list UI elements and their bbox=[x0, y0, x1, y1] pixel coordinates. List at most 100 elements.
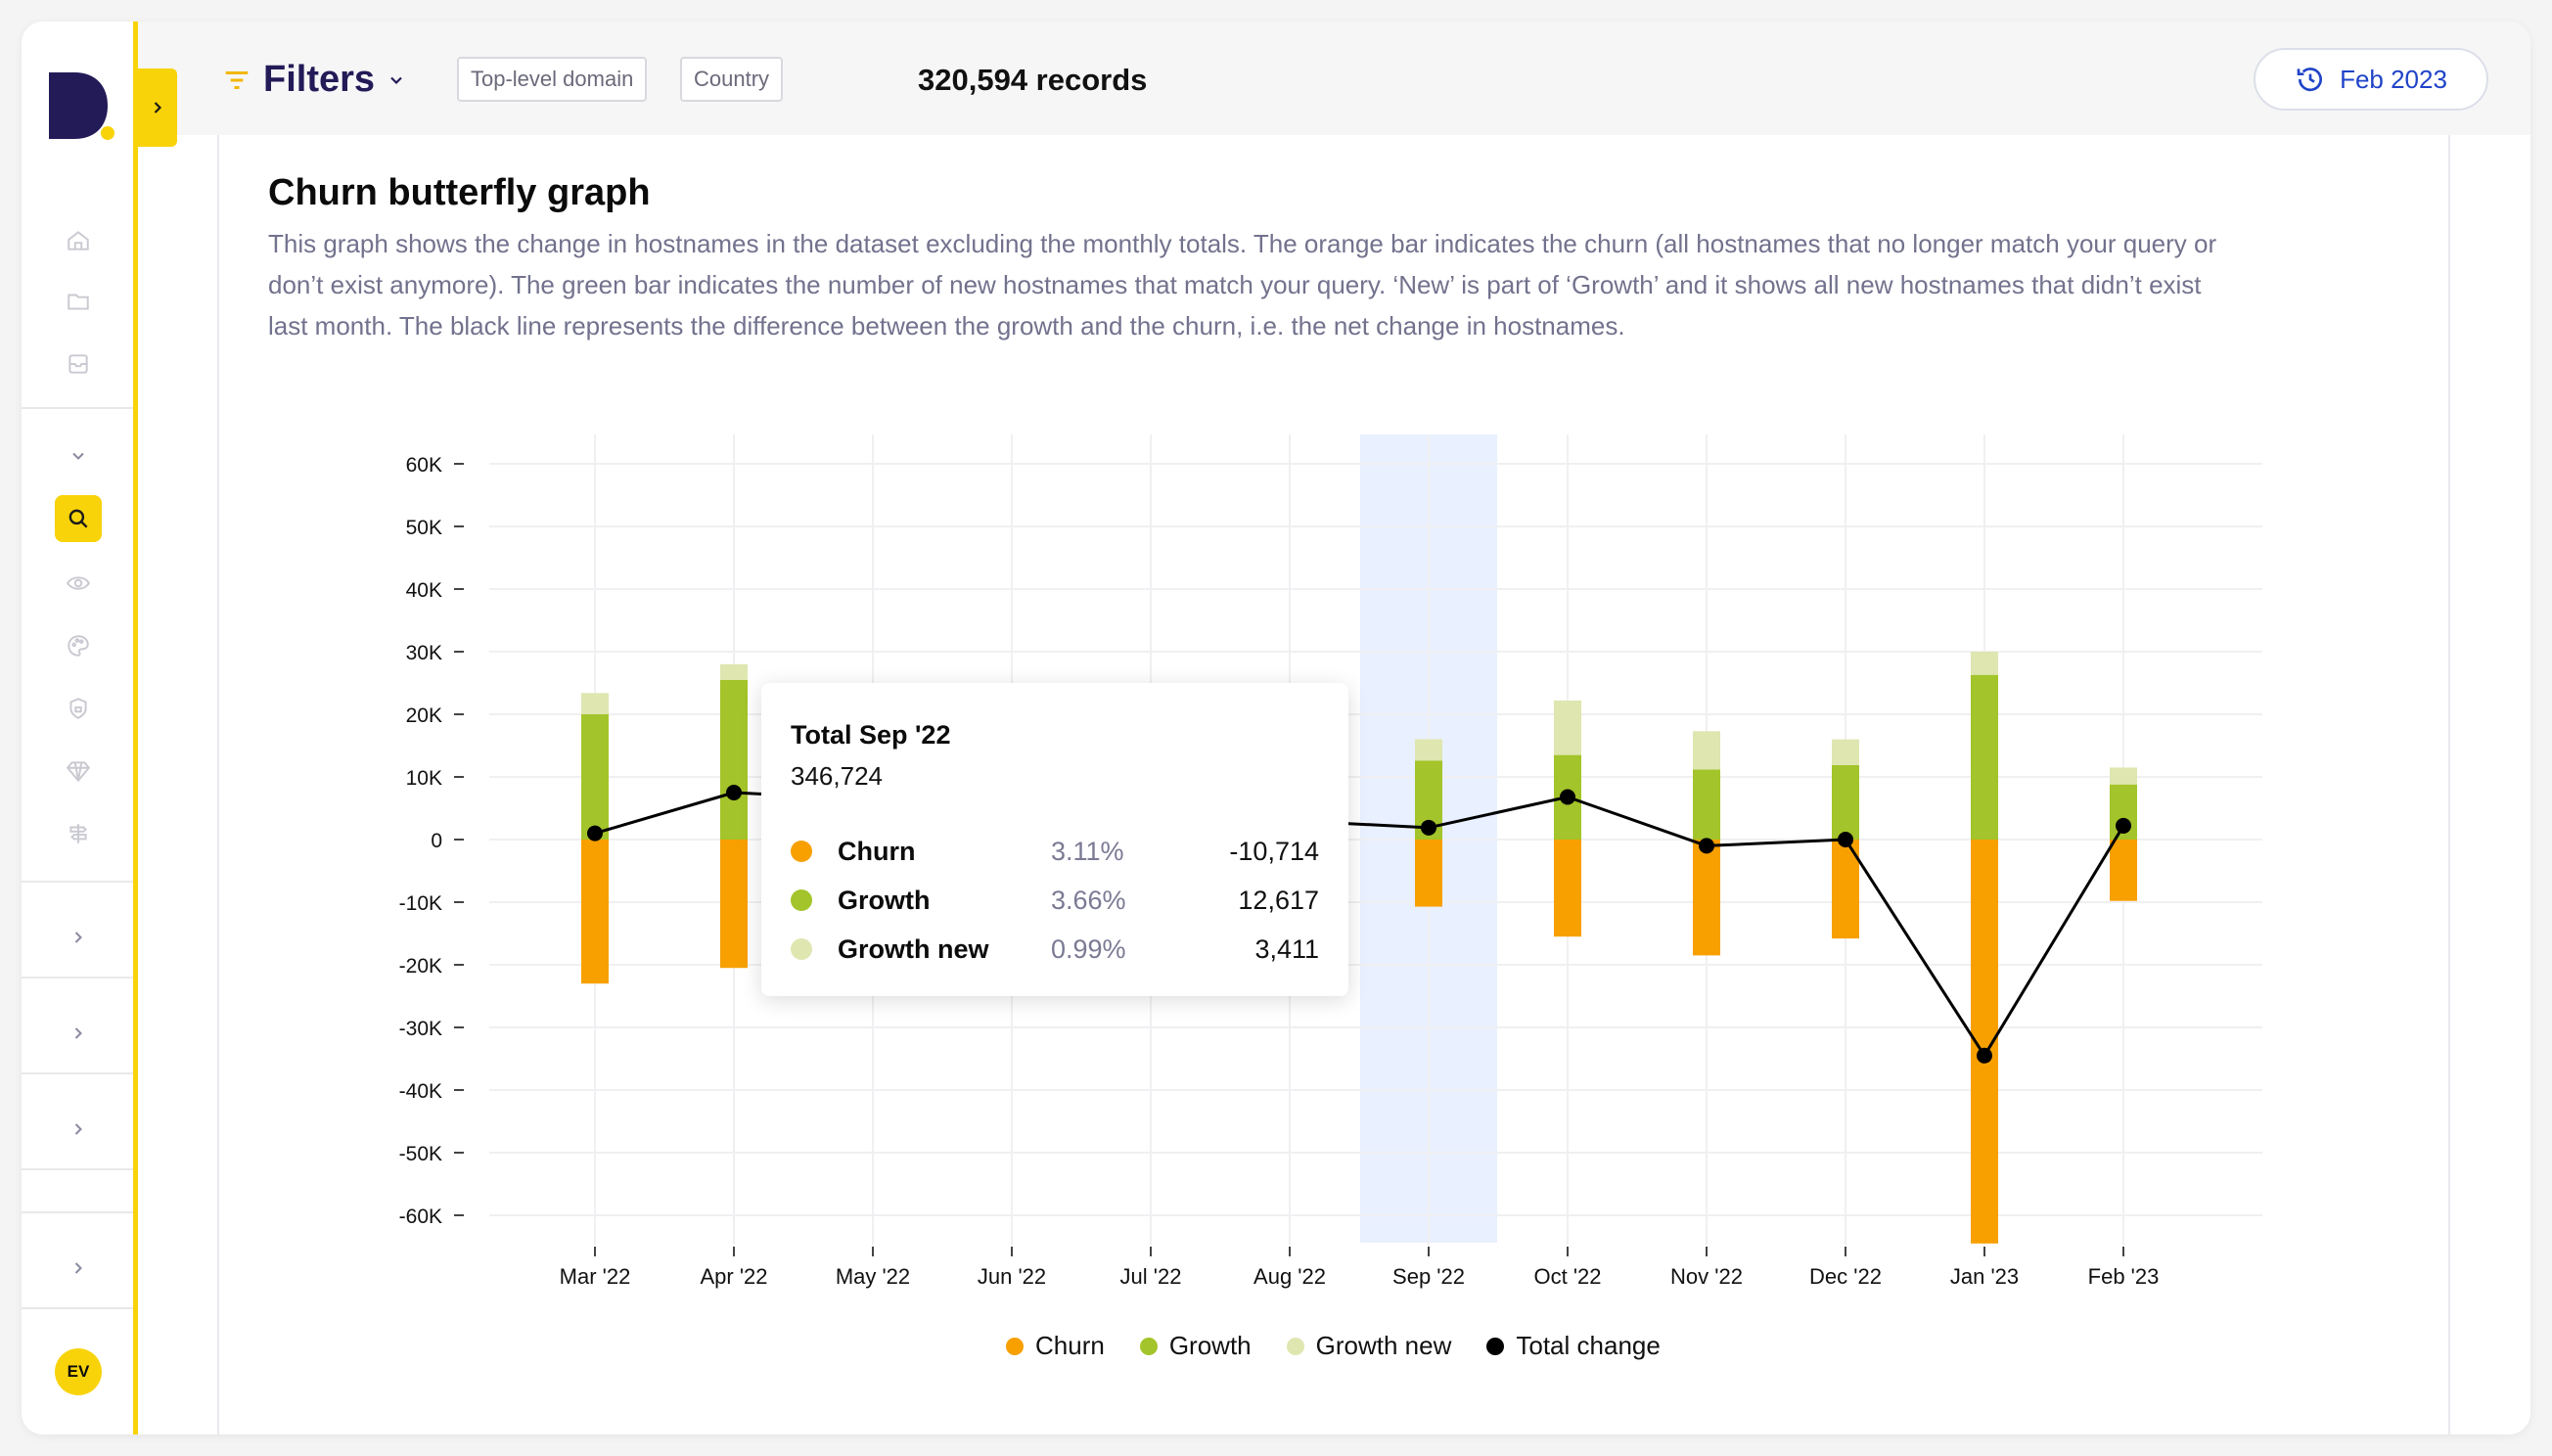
signpost-icon[interactable] bbox=[61, 816, 96, 851]
sidebar-divider bbox=[22, 1072, 133, 1074]
x-tick-label: Jun '22 bbox=[978, 1264, 1046, 1289]
avatar[interactable]: EV bbox=[55, 1348, 102, 1395]
records-count: 320,594 records bbox=[918, 63, 1148, 97]
date-label: Feb 2023 bbox=[2340, 64, 2447, 94]
folder-icon[interactable] bbox=[61, 284, 96, 319]
tooltip-dot bbox=[791, 841, 812, 862]
y-tick-label: 40K bbox=[406, 579, 442, 602]
shield-icon[interactable] bbox=[61, 691, 96, 726]
tooltip-name: Growth bbox=[838, 885, 931, 915]
tooltip-total: 346,724 bbox=[791, 761, 883, 791]
legend-dot bbox=[1286, 1337, 1304, 1355]
date-picker-button[interactable]: Feb 2023 bbox=[2254, 48, 2488, 111]
page-title: Churn butterfly graph bbox=[268, 172, 651, 213]
total-change-point bbox=[1838, 832, 1853, 847]
total-change-line bbox=[1567, 796, 1708, 847]
y-tick-label: -10K bbox=[399, 892, 442, 915]
x-tick-label: Feb '23 bbox=[2088, 1264, 2160, 1289]
y-tick-label: -40K bbox=[399, 1080, 442, 1103]
header: Filters Top-level domain Country 320,594… bbox=[138, 22, 2530, 135]
churn-butterfly-chart[interactable]: 60K 50K 40K 30K 20K 10K 0 -10K -20K -30K -40K -50K -… bbox=[22, 22, 2530, 1434]
total-change-line bbox=[1706, 838, 1846, 847]
chart-legend: Churn Growth Growth new Total change bbox=[1006, 1331, 1661, 1361]
bar-growth-new bbox=[1415, 739, 1442, 761]
y-tick-label: 10K bbox=[406, 767, 442, 790]
filters-dropdown[interactable]: Filters bbox=[222, 59, 406, 101]
legend-dot bbox=[1006, 1337, 1024, 1355]
y-tick-label: 0 bbox=[431, 830, 442, 852]
tooltip-value: 3,411 bbox=[1254, 933, 1319, 964]
y-tick-label: -20K bbox=[399, 955, 442, 978]
sidebar: EV bbox=[22, 22, 135, 1434]
tooltip-name: Churn bbox=[838, 836, 916, 866]
bar-growth-new bbox=[1554, 700, 1581, 755]
x-tick-label: Jul '22 bbox=[1120, 1264, 1182, 1289]
filter-chip-country[interactable]: Country bbox=[680, 57, 784, 102]
total-change-point bbox=[1421, 819, 1436, 836]
sidebar-divider bbox=[22, 1307, 133, 1309]
bar-churn bbox=[1554, 840, 1581, 937]
tooltip-dot bbox=[791, 938, 812, 960]
sidebar-expand-button[interactable] bbox=[138, 68, 177, 147]
sidebar-divider bbox=[22, 1168, 133, 1170]
archive-icon[interactable] bbox=[61, 346, 96, 382]
legend-label: Churn bbox=[1035, 1331, 1105, 1360]
eye-icon[interactable] bbox=[61, 566, 96, 601]
chevron-right-icon[interactable] bbox=[67, 926, 90, 949]
total-change-line bbox=[1428, 796, 1569, 830]
legend-item-growth-new[interactable]: Growth new bbox=[1286, 1331, 1451, 1361]
palette-icon[interactable] bbox=[61, 628, 96, 663]
bar-growth-new bbox=[1693, 731, 1720, 770]
total-change-line bbox=[594, 791, 735, 836]
bar-growth-new bbox=[581, 693, 609, 714]
total-change-point bbox=[726, 785, 742, 800]
history-icon bbox=[2297, 68, 2323, 92]
bar-churn bbox=[2110, 840, 2137, 901]
filter-chip-top-level-domain[interactable]: Top-level domain bbox=[457, 57, 648, 102]
chevron-right-icon bbox=[154, 102, 162, 114]
bar-churn bbox=[581, 840, 609, 984]
tooltip-name: Growth new bbox=[838, 933, 989, 964]
tooltip-pct: 0.99% bbox=[1051, 933, 1126, 964]
y-tick-label: 30K bbox=[406, 642, 442, 664]
tooltip-row-churn: Churn 3.11% -10,714 bbox=[791, 832, 1319, 871]
bar-growth bbox=[1832, 764, 1859, 840]
bar-churn bbox=[720, 840, 748, 969]
total-change-point bbox=[587, 825, 603, 842]
sidebar-divider bbox=[22, 1211, 133, 1213]
total-change-point bbox=[1560, 789, 1575, 805]
gem-icon[interactable] bbox=[61, 753, 96, 789]
x-tick-label: Sep '22 bbox=[1392, 1264, 1465, 1289]
legend-label: Growth bbox=[1168, 1331, 1252, 1360]
x-tick-label: Apr '22 bbox=[700, 1264, 767, 1289]
bar-growth bbox=[581, 714, 609, 840]
filter-icon bbox=[225, 70, 249, 89]
legend-item-churn[interactable]: Churn bbox=[1006, 1331, 1105, 1361]
legend-item-total-change[interactable]: Total change bbox=[1486, 1331, 1661, 1361]
home-icon[interactable] bbox=[61, 223, 96, 258]
tooltip-value: 12,617 bbox=[1238, 885, 1319, 915]
chevron-down-icon[interactable] bbox=[67, 444, 90, 468]
bar-growth-new bbox=[1832, 739, 1859, 765]
bar-growth bbox=[720, 679, 748, 840]
legend-label: Total change bbox=[1516, 1331, 1661, 1360]
brand-logo[interactable] bbox=[45, 70, 119, 141]
chevron-right-icon[interactable] bbox=[67, 1256, 90, 1280]
page-description: This graph shows the change in hostnames… bbox=[268, 229, 2217, 341]
tooltip-value: -10,714 bbox=[1229, 836, 1319, 866]
chevron-right-icon[interactable] bbox=[67, 1117, 90, 1141]
search-icon[interactable] bbox=[55, 495, 102, 542]
app-window: EV Filters Top-level domain Country 320,… bbox=[22, 22, 2530, 1434]
x-tick-label: May '22 bbox=[836, 1264, 910, 1289]
bar-growth bbox=[1693, 769, 1720, 840]
bar-churn bbox=[1693, 840, 1720, 956]
chevron-down-icon bbox=[390, 76, 402, 84]
chevron-right-icon[interactable] bbox=[67, 1022, 90, 1045]
tooltip-row-growth-new: Growth new 0.99% 3,411 bbox=[791, 930, 1319, 969]
sidebar-divider bbox=[22, 407, 133, 409]
bar-growth-new bbox=[2110, 767, 2137, 785]
chart-tooltip: Total Sep '22 346,724 Churn 3.11% -10,71… bbox=[761, 683, 1348, 996]
y-tick-label: -60K bbox=[399, 1206, 442, 1228]
bar-growth-new bbox=[1971, 652, 1998, 675]
legend-item-growth[interactable]: Growth bbox=[1139, 1331, 1252, 1361]
